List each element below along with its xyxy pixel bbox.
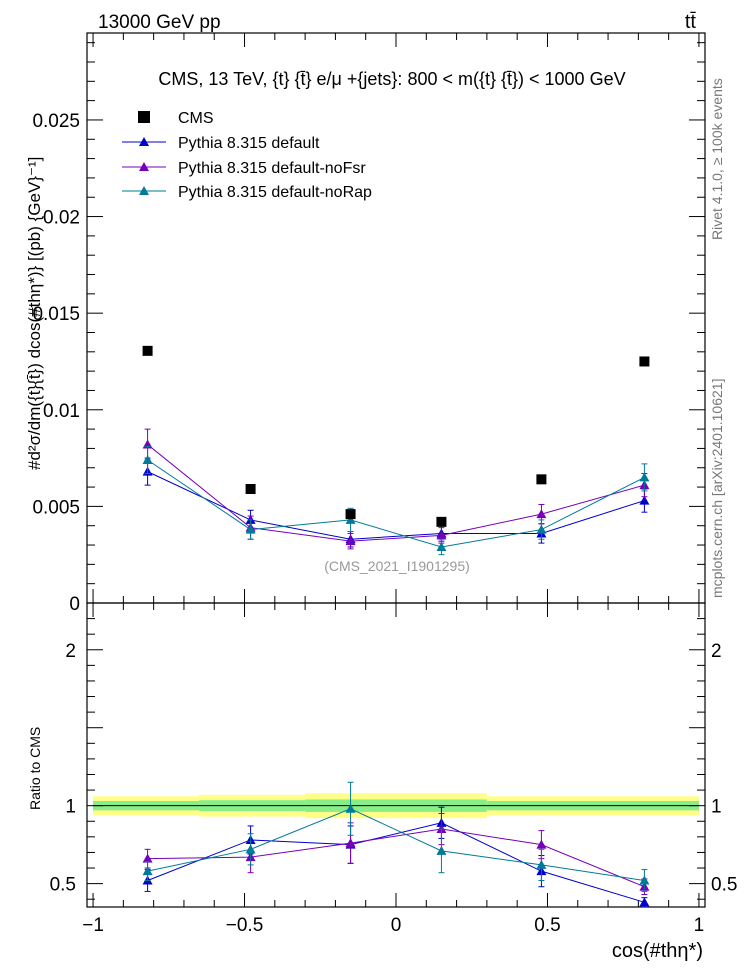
ratio-panel-frame: [86, 602, 706, 908]
legend-label-default: Pythia 8.315 default: [178, 135, 320, 152]
cms-data-point: [639, 356, 650, 367]
ratio-y-tick-labels: 0.5 0.5 1 1 2 2: [50, 641, 738, 896]
ratio-uncertainty-bands: [93, 793, 699, 819]
ratio-series-point: [639, 897, 650, 907]
cms-data-point: [245, 484, 256, 494]
ratio-series-line-1: [147, 828, 645, 888]
ratio-panel: 0.5 0.5 1 1 2 2 −1 −0.5 0 0.5 1 Ratio to CMS cos(…: [27, 602, 738, 962]
main-series-line-1: [147, 444, 645, 542]
cms-data-point: [436, 516, 447, 527]
ratio-series-point: [142, 866, 153, 876]
main-y-tick-labels: 0 0.005 0.01 0.015 0.02 0.025: [32, 111, 80, 615]
main-y-tick-label: 0.01: [43, 401, 80, 422]
ratio-series-point: [639, 875, 650, 885]
main-series-point: [436, 530, 447, 540]
ratio-series-point: [536, 859, 547, 869]
ratio-y-tick-label-right: 1: [711, 797, 722, 818]
ratio-y-tick-label-right: 2: [711, 641, 722, 662]
main-y-tick-label: 0.015: [32, 304, 80, 325]
ratio-series-line-0: [147, 822, 645, 903]
ratio-y-axis-label: Ratio to CMS: [27, 727, 43, 810]
ratio-series-point: [436, 845, 447, 855]
ratio-series-point: [345, 838, 356, 848]
header-process-label: tt̄: [685, 11, 697, 33]
main-series-point: [345, 514, 356, 524]
main-panel: 0 0.005 0.01 0.015 0.02 0.025 CMS, 13 TeV, {t…: [25, 32, 706, 615]
ratio-series-point: [345, 803, 356, 813]
x-tick-label: −0.5: [226, 915, 264, 936]
x-tick-label: 0.5: [534, 915, 560, 936]
legend-label-norap: Pythia 8.315 default-noRap: [178, 184, 372, 201]
ratio-y-tick-label-right: 0.5: [711, 875, 737, 896]
legend-label-cms: CMS: [178, 110, 214, 127]
ratio-series-point: [142, 853, 153, 863]
x-tick-labels: −1 −0.5 0 0.5 1: [82, 915, 704, 936]
main-series-point: [639, 472, 650, 482]
legend-marker-cms: [138, 111, 150, 123]
main-y-tick-label: 0.025: [32, 111, 80, 132]
main-series-point: [345, 536, 356, 546]
main-series-point: [639, 495, 650, 505]
main-series-line-0: [147, 471, 645, 540]
rivet-version-label: Rivet 4.1.0, ≥ 100k events: [709, 78, 725, 240]
ratio-axis-ticks: [87, 603, 705, 907]
main-y-tick-label: 0: [69, 594, 80, 615]
cms-data-point: [142, 345, 153, 356]
mcplots-source-label: mcplots.cern.ch [arXiv:2401.10621]: [709, 379, 725, 598]
main-series-point: [436, 541, 447, 551]
x-tick-label: −1: [82, 915, 104, 936]
chart-title: CMS, 13 TeV, {t} {t̄} e/μ +{jets}: 800 <…: [158, 69, 625, 89]
cms-data-layer: [142, 345, 650, 527]
header-energy-label: 13000 GeV pp: [98, 12, 221, 33]
ratio-series-point: [536, 839, 547, 849]
main-y-tick-label: 0.02: [43, 208, 80, 229]
legend-label-nofsr: Pythia 8.315 default-noFsr: [178, 160, 366, 177]
main-series-line-2: [147, 459, 645, 548]
main-axis-ticks: [87, 33, 705, 604]
legend-marker-nofsr: [139, 162, 149, 171]
analysis-watermark: (CMS_2021_I1901295): [324, 558, 470, 574]
main-y-tick-label: 0.005: [32, 497, 80, 518]
cms-data-point: [536, 474, 547, 485]
legend-marker-default: [139, 137, 149, 146]
legend: CMS Pythia 8.315 default Pythia 8.315 de…: [122, 110, 372, 201]
ratio-series-layer: [142, 781, 650, 908]
main-series-point: [245, 524, 256, 534]
main-series-layer: [142, 428, 650, 556]
main-series-point: [536, 524, 547, 534]
x-axis-label: cos(#thη*): [612, 940, 703, 962]
legend-marker-norap: [139, 186, 149, 195]
ratio-y-tick-label: 1: [65, 797, 76, 818]
main-y-axis-label: #d²σ/dm({t}{t̄}) dcos(#thη*)} [(pb) {GeV…: [25, 157, 44, 470]
ratio-series-point: [245, 844, 256, 854]
ratio-series-line-2: [147, 808, 645, 881]
ratio-y-tick-label: 2: [65, 641, 76, 662]
main-series-point: [536, 509, 547, 519]
cms-data-point: [345, 509, 356, 520]
main-series-point: [142, 455, 153, 465]
x-tick-label: 1: [694, 915, 705, 936]
ratio-y-tick-label: 0.5: [50, 875, 76, 896]
x-tick-label: 0: [391, 915, 402, 936]
